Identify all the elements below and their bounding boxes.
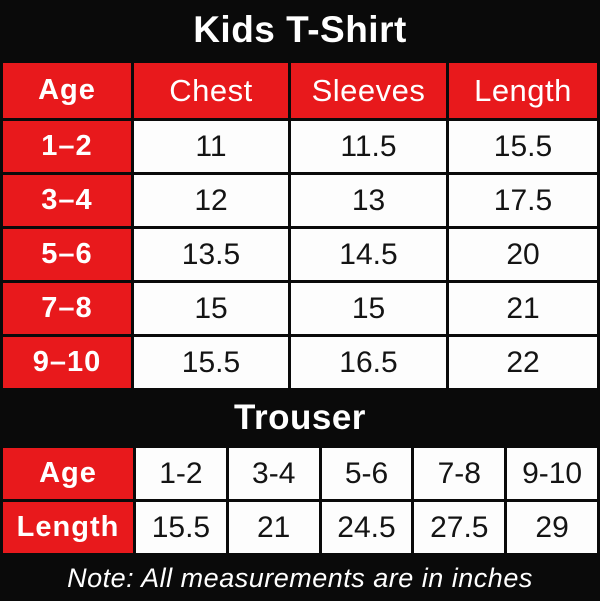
value-cell: 15.5 bbox=[133, 499, 229, 556]
tshirt-title: Kids T-Shirt bbox=[193, 9, 407, 50]
value-cell: 21 bbox=[446, 280, 600, 337]
value-cell: 14.5 bbox=[288, 226, 449, 283]
table-row: 9–10 15.5 16.5 22 bbox=[0, 334, 600, 391]
value-cell: 22 bbox=[446, 334, 600, 391]
value-cell: 24.5 bbox=[318, 499, 415, 556]
value-cell: 7-8 bbox=[411, 445, 508, 502]
value-cell: 11.5 bbox=[288, 118, 449, 175]
table-row: 7–8 15 15 21 bbox=[0, 280, 600, 337]
age-cell: 3–4 bbox=[0, 172, 134, 229]
tshirt-header-sleeves: Sleeves bbox=[288, 60, 449, 121]
trouser-age-row: Age 1-2 3-4 5-6 7-8 9-10 bbox=[0, 445, 600, 502]
table-row: 3–4 12 13 17.5 bbox=[0, 172, 600, 229]
tshirt-header-length: Length bbox=[446, 60, 600, 121]
tshirt-size-table: Age Chest Sleeves Length 1–2 11 11.5 15.… bbox=[0, 60, 600, 391]
value-cell: 3-4 bbox=[225, 445, 322, 502]
value-cell: 12 bbox=[131, 172, 291, 229]
value-cell: 5-6 bbox=[318, 445, 415, 502]
value-cell: 20 bbox=[446, 226, 600, 283]
value-cell: 27.5 bbox=[411, 499, 508, 556]
value-cell: 13.5 bbox=[131, 226, 291, 283]
value-cell: 15.5 bbox=[131, 334, 291, 391]
value-cell: 29 bbox=[504, 499, 600, 556]
trouser-age-label: Age bbox=[0, 445, 136, 502]
trouser-size-table: Age 1-2 3-4 5-6 7-8 9-10 Length 15.5 21 … bbox=[0, 445, 600, 556]
value-cell: 21 bbox=[225, 499, 322, 556]
value-cell: 15 bbox=[288, 280, 449, 337]
trouser-title-banner: Trouser bbox=[0, 391, 600, 445]
tshirt-title-banner: Kids T-Shirt bbox=[0, 0, 600, 60]
tshirt-header-row: Age Chest Sleeves Length bbox=[0, 60, 600, 121]
tshirt-header-chest: Chest bbox=[131, 60, 291, 121]
trouser-title: Trouser bbox=[234, 398, 366, 437]
value-cell: 16.5 bbox=[288, 334, 449, 391]
value-cell: 9-10 bbox=[504, 445, 600, 502]
table-row: 1–2 11 11.5 15.5 bbox=[0, 118, 600, 175]
trouser-length-row: Length 15.5 21 24.5 27.5 29 bbox=[0, 499, 600, 556]
value-cell: 17.5 bbox=[446, 172, 600, 229]
note-banner: Note: All measurements are in inches bbox=[0, 556, 600, 601]
value-cell: 15 bbox=[131, 280, 291, 337]
trouser-length-label: Length bbox=[0, 499, 136, 556]
age-cell: 9–10 bbox=[0, 334, 134, 391]
value-cell: 1-2 bbox=[133, 445, 229, 502]
age-cell: 1–2 bbox=[0, 118, 134, 175]
age-cell: 7–8 bbox=[0, 280, 134, 337]
note-text: Note: All measurements are in inches bbox=[67, 563, 533, 593]
table-row: 5–6 13.5 14.5 20 bbox=[0, 226, 600, 283]
value-cell: 13 bbox=[288, 172, 449, 229]
value-cell: 15.5 bbox=[446, 118, 600, 175]
age-cell: 5–6 bbox=[0, 226, 134, 283]
tshirt-header-age: Age bbox=[0, 60, 134, 121]
value-cell: 11 bbox=[131, 118, 291, 175]
